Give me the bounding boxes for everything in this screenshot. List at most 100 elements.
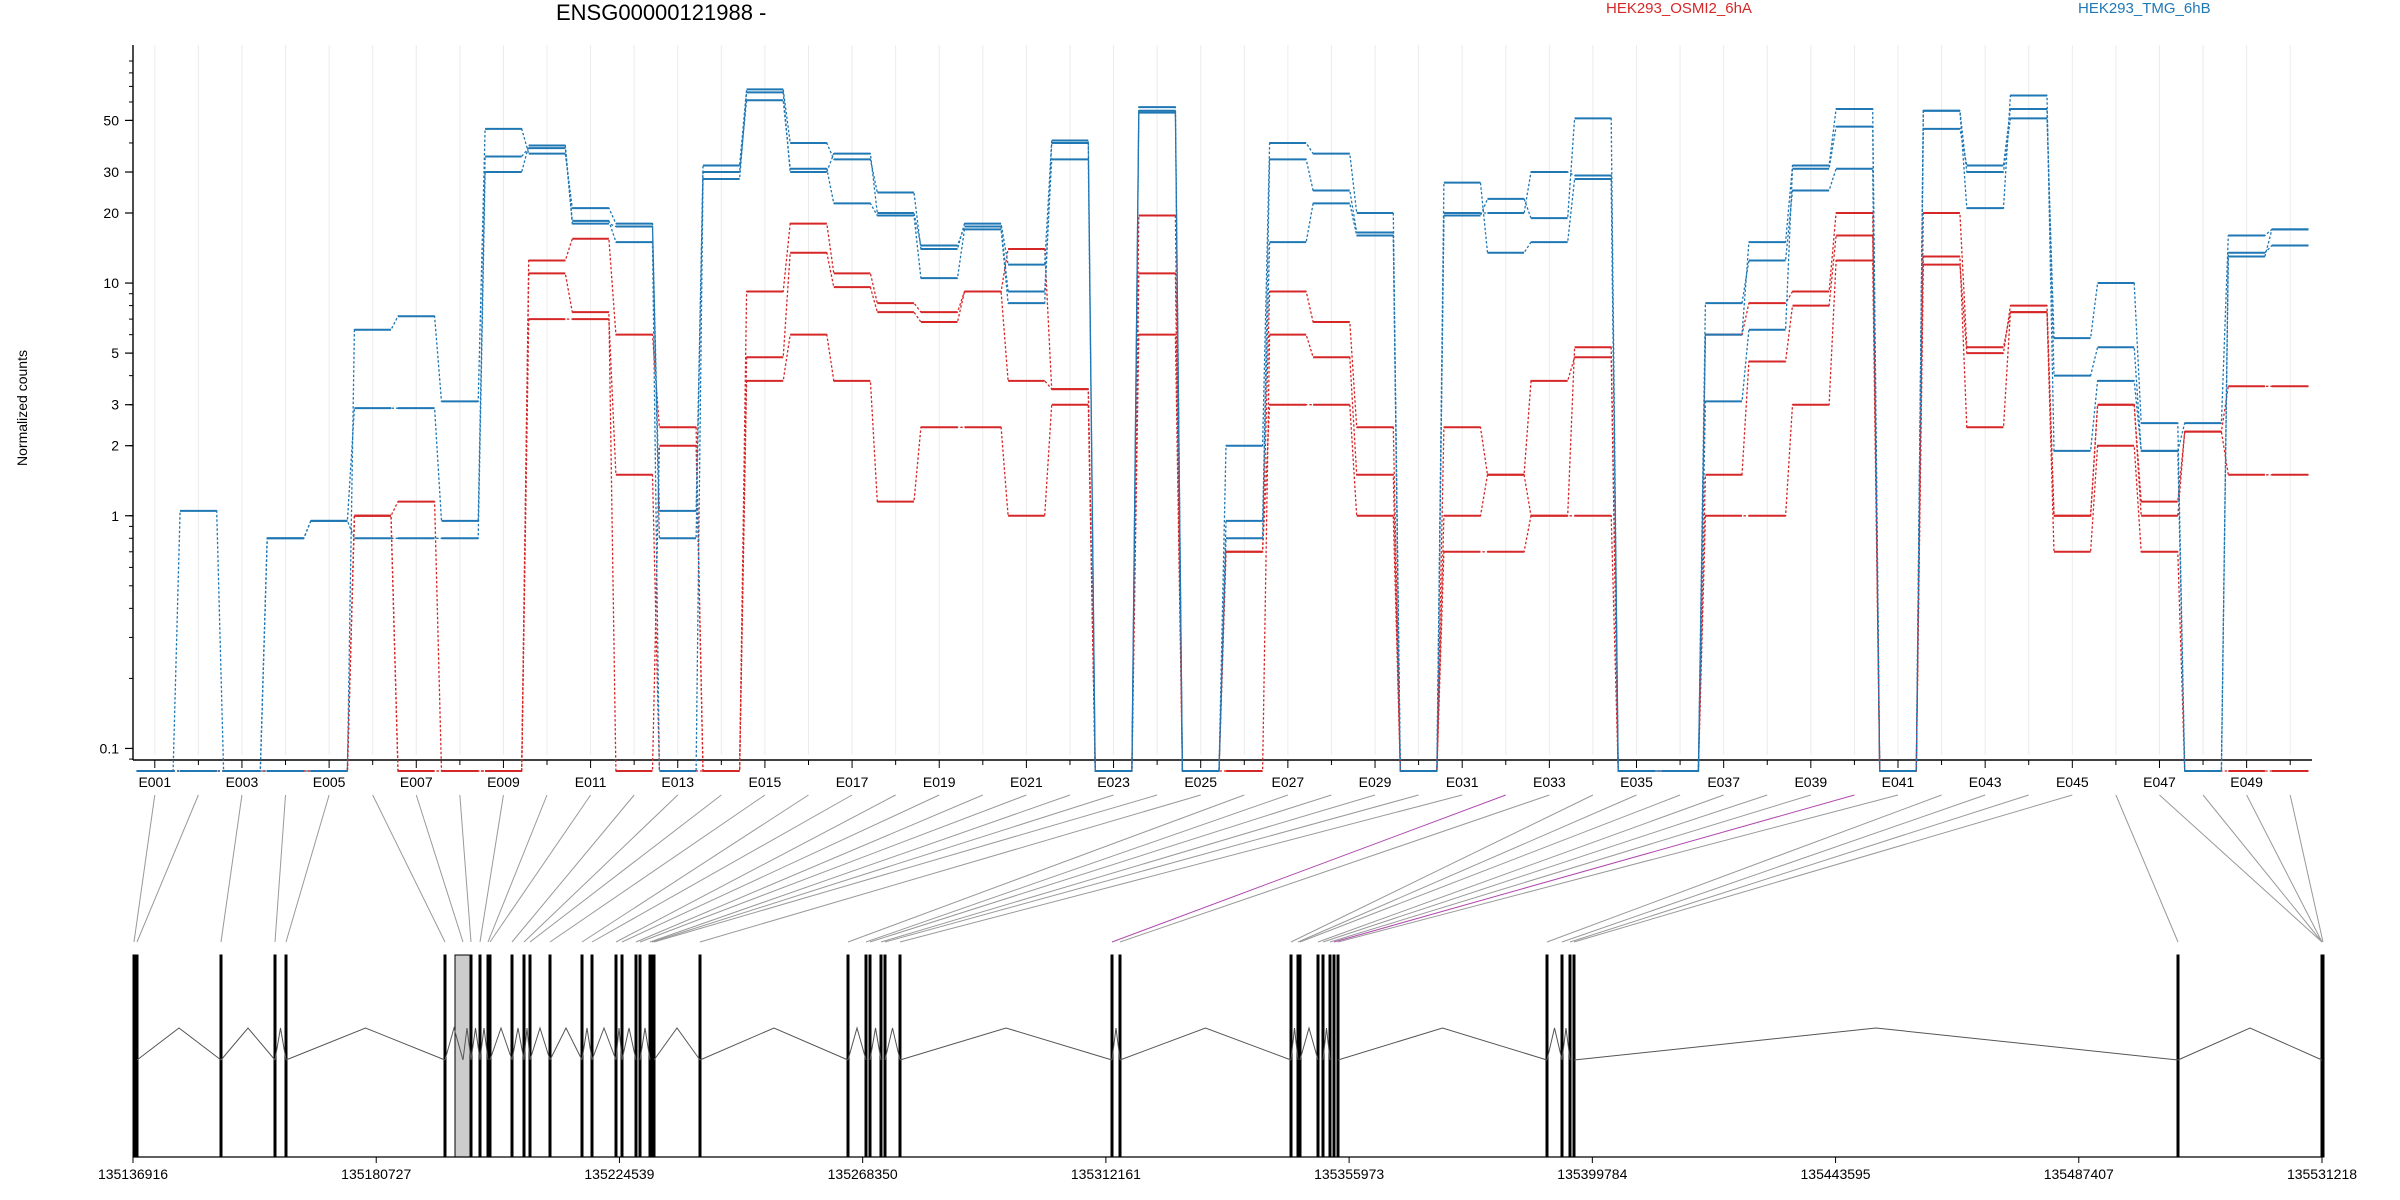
coordinate-label: 135312161: [1071, 1166, 1141, 1182]
intron-line: [549, 1026, 583, 1061]
series-2: [136, 234, 2309, 772]
chart-title: ENSG00000121988 -: [556, 0, 767, 25]
x-tick-label: E049: [2230, 774, 2263, 790]
intron-line: [639, 1027, 651, 1061]
x-tick-label: E035: [1620, 774, 1653, 790]
x-tick-label: E043: [1969, 774, 2002, 790]
intron-line: [479, 1027, 489, 1061]
y-tick-label: 10: [103, 275, 119, 291]
y-tick-label: 0.1: [100, 740, 120, 756]
x-tick-label: E047: [2143, 774, 2176, 790]
exon-connector: [1333, 794, 1855, 943]
exon-connector: [2159, 794, 2323, 943]
exon-connector: [653, 794, 1158, 943]
exon-block: [548, 954, 552, 1158]
exon-block: [698, 954, 702, 1158]
coordinate-label: 135355973: [1314, 1166, 1384, 1182]
series-line: [136, 99, 2309, 772]
exon-connector: [869, 794, 1332, 943]
coordinate-label: 135136916: [98, 1166, 168, 1182]
intron-line: [1111, 1027, 1121, 1061]
intron-line: [220, 1027, 276, 1061]
exon-connector: [136, 794, 199, 943]
intron-line: [529, 1026, 551, 1061]
exon-connector: [529, 794, 722, 943]
x-tick-label: E041: [1882, 774, 1915, 790]
series-line: [136, 255, 2309, 772]
exon-connector: [581, 794, 809, 943]
x-tick-label: E029: [1359, 774, 1392, 790]
intron-line: [699, 1027, 849, 1061]
x-tick-label: E005: [313, 774, 346, 790]
exon-connector: [591, 794, 853, 943]
intron-line: [847, 1026, 867, 1061]
exon-connector: [285, 794, 330, 943]
series-6: [136, 91, 2309, 772]
exon-connector: [1299, 794, 1681, 943]
intron-line: [1119, 1027, 1292, 1061]
exon-block: [1572, 954, 1576, 1158]
intron-line: [511, 1027, 525, 1061]
exon-connector: [1317, 794, 1724, 943]
exon-connector: [1322, 794, 1768, 943]
exon-connector: [2246, 794, 2323, 943]
x-tick-label: E023: [1097, 774, 1130, 790]
legend-entry-osmi2: HEK293_OSMI2_6hA: [1606, 0, 1752, 17]
x-tick-label: E017: [836, 774, 869, 790]
x-tick-label: E015: [749, 774, 782, 790]
x-tick-label: E037: [1707, 774, 1740, 790]
exon-connector: [865, 794, 1289, 943]
intron-line: [285, 1027, 446, 1061]
x-tick-label: E021: [1010, 774, 1043, 790]
series-lines: [136, 88, 2309, 772]
vertical-grid: [154, 45, 2291, 755]
intron-line: [1290, 1027, 1299, 1061]
coordinate-label: 135180727: [341, 1166, 411, 1182]
intron-line: [489, 1026, 513, 1061]
exon-connector: [884, 794, 1419, 943]
intron-line: [462, 1027, 472, 1061]
exon-connector: [459, 794, 472, 943]
intron-line: [274, 1027, 287, 1061]
x-tick-label: E027: [1272, 774, 1305, 790]
intron-line: [615, 1027, 623, 1061]
exon-connector: [635, 794, 984, 943]
intron-line: [1573, 1027, 2179, 1061]
exon-connector: [615, 794, 896, 943]
exon-connector: [133, 794, 156, 943]
intron-line: [1561, 1027, 1571, 1061]
intron-line: [136, 1027, 222, 1061]
exon-block: [132, 954, 136, 1158]
intron-line: [444, 1026, 464, 1061]
exon-connector: [511, 794, 635, 943]
exon-connector: [479, 794, 504, 943]
exon-connector: [1561, 794, 1986, 943]
x-tick-label: E007: [400, 774, 433, 790]
series-line: [136, 212, 2309, 772]
intron-line: [869, 1027, 882, 1061]
exon-connector: [639, 794, 1027, 943]
x-tick-label: E031: [1446, 774, 1479, 790]
y-tick-label: 1: [111, 508, 119, 524]
exon-connector: [1297, 794, 1637, 943]
exon-block: [219, 954, 223, 1158]
exon-connector: [621, 794, 940, 943]
exon-connector: [2115, 794, 2179, 943]
exon-block: [2176, 954, 2180, 1158]
x-tick-label: E025: [1184, 774, 1217, 790]
exon-connector: [549, 794, 766, 943]
intron-line: [1322, 1027, 1331, 1061]
exon-connector: [1337, 794, 1899, 943]
series-1: [136, 255, 2309, 772]
exon-block: [135, 954, 139, 1158]
x-tick-label: E011: [575, 774, 607, 790]
exon-block: [652, 954, 656, 1158]
exon-connector: [274, 794, 287, 943]
exon-connector: [1573, 794, 2073, 943]
intron-line: [653, 1027, 701, 1061]
gene-model: 135136916 135180727 135224539 135268350 1353…: [98, 954, 2357, 1182]
exon-connector: [880, 794, 1376, 943]
intron-line: [581, 1027, 593, 1061]
x-tick-label: E009: [487, 774, 520, 790]
